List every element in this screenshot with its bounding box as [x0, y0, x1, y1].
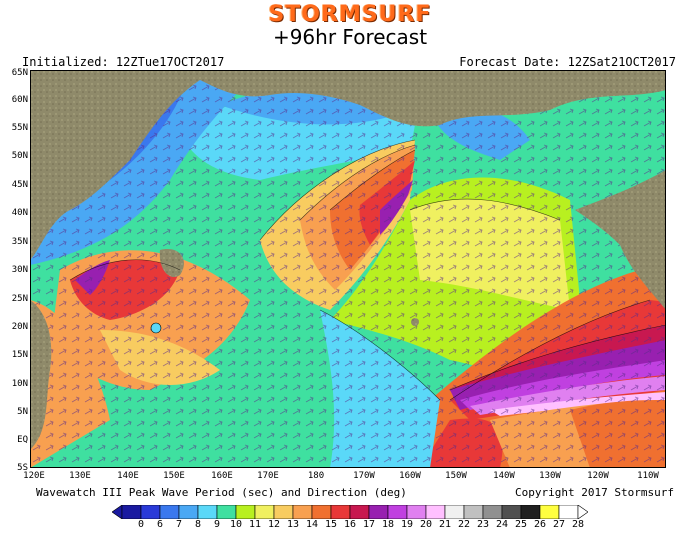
lon-label: 180 — [307, 471, 325, 481]
scale-swatch — [482, 505, 503, 519]
scale-swatch — [368, 505, 389, 519]
lon-label: 150W — [445, 471, 467, 481]
lat-label: 40N — [11, 208, 28, 218]
lat-label: 10N — [11, 379, 28, 389]
lon-label: 130E — [69, 471, 91, 481]
color-scale-bar — [112, 505, 588, 519]
scale-swatch — [330, 505, 351, 519]
lat-label: 5S — [17, 463, 28, 473]
scale-value-label: 8 — [194, 519, 202, 530]
scale-swatch — [292, 505, 313, 519]
scale-swatch — [501, 505, 522, 519]
scale-arrow-right — [577, 505, 588, 519]
wave-period-map — [30, 70, 666, 468]
lon-label: 130W — [539, 471, 561, 481]
scale-value-label: 24 — [495, 519, 509, 530]
copyright: Copyright 2017 Stormsurf — [515, 486, 674, 499]
lat-label: EQ — [17, 435, 28, 445]
scale-swatch — [520, 505, 541, 519]
scale-value-label: 15 — [324, 519, 338, 530]
lat-label: 5N — [17, 407, 28, 417]
scale-value-label: 16 — [343, 519, 357, 530]
scale-swatch — [406, 505, 427, 519]
lon-label: 160E — [211, 471, 233, 481]
forecast-hour-title: +96hr Forecast — [272, 25, 428, 49]
scale-value-label: 6 — [156, 519, 164, 530]
field-description: Wavewatch III Peak Wave Period (sec) and… — [36, 486, 407, 499]
lat-label: 60N — [11, 95, 28, 105]
scale-value-label: 22 — [457, 519, 471, 530]
scale-swatch — [558, 505, 579, 519]
scale-value-label: 17 — [362, 519, 376, 530]
scale-value-label: 7 — [175, 519, 183, 530]
lat-label: 15N — [11, 350, 28, 360]
lat-label: 25N — [11, 294, 28, 304]
lon-label: 140E — [117, 471, 139, 481]
scale-swatch — [216, 505, 237, 519]
scale-swatch — [539, 505, 560, 519]
scale-value-label: 26 — [533, 519, 547, 530]
scale-swatch — [254, 505, 275, 519]
forecast-date-label: Forecast Date: 12ZSat21OCT2017 — [459, 55, 676, 69]
lon-label: 160W — [399, 471, 421, 481]
lon-label: 170W — [353, 471, 375, 481]
scale-value-label: 11 — [248, 519, 262, 530]
scale-value-label: 0 — [137, 519, 145, 530]
scale-swatch — [349, 505, 370, 519]
scale-swatch — [273, 505, 294, 519]
scale-swatch — [140, 505, 161, 519]
initialized-label: Initialized: 12ZTue17OCT2017 — [22, 55, 225, 69]
scale-value-label: 27 — [552, 519, 566, 530]
land-asia-alaska — [30, 70, 666, 260]
scale-value-label: 13 — [286, 519, 300, 530]
scale-swatch — [121, 505, 142, 519]
lat-label: 30N — [11, 265, 28, 275]
lon-label: 150E — [163, 471, 185, 481]
land-north-america — [575, 170, 666, 310]
lon-label: 140W — [493, 471, 515, 481]
scale-swatch — [387, 505, 408, 519]
lon-label: 110W — [637, 471, 659, 481]
scale-swatch — [159, 505, 180, 519]
scale-value-label: 25 — [514, 519, 528, 530]
scale-swatch — [235, 505, 256, 519]
land-hawaii — [411, 318, 419, 326]
land-philippines-indonesia — [30, 300, 52, 450]
scale-swatch — [311, 505, 332, 519]
scale-value-label: 19 — [400, 519, 414, 530]
scale-swatch — [178, 505, 199, 519]
scale-swatch — [463, 505, 484, 519]
lon-label: 120W — [587, 471, 609, 481]
scale-value-label: 20 — [419, 519, 433, 530]
scale-value-label: 21 — [438, 519, 452, 530]
lat-label: 45N — [11, 180, 28, 190]
scale-swatch — [197, 505, 218, 519]
scale-value-label: 9 — [213, 519, 221, 530]
lon-label: 120E — [23, 471, 45, 481]
scale-value-label: 28 — [571, 519, 585, 530]
scale-value-label: 14 — [305, 519, 319, 530]
land-japan — [159, 249, 184, 278]
stormsurf-logo: STORMSURF — [268, 2, 432, 27]
lat-label: 20N — [11, 322, 28, 332]
lat-label: 35N — [11, 237, 28, 247]
scale-swatch — [444, 505, 465, 519]
scale-swatch — [425, 505, 446, 519]
scale-value-label: 23 — [476, 519, 490, 530]
lat-label: 50N — [11, 151, 28, 161]
lon-label: 170E — [257, 471, 279, 481]
scale-value-label: 10 — [229, 519, 243, 530]
scale-value-label: 12 — [267, 519, 281, 530]
lat-label: 65N — [11, 68, 28, 78]
lat-label: 55N — [11, 123, 28, 133]
scale-arrow-left — [112, 505, 123, 519]
scale-value-label: 18 — [381, 519, 395, 530]
